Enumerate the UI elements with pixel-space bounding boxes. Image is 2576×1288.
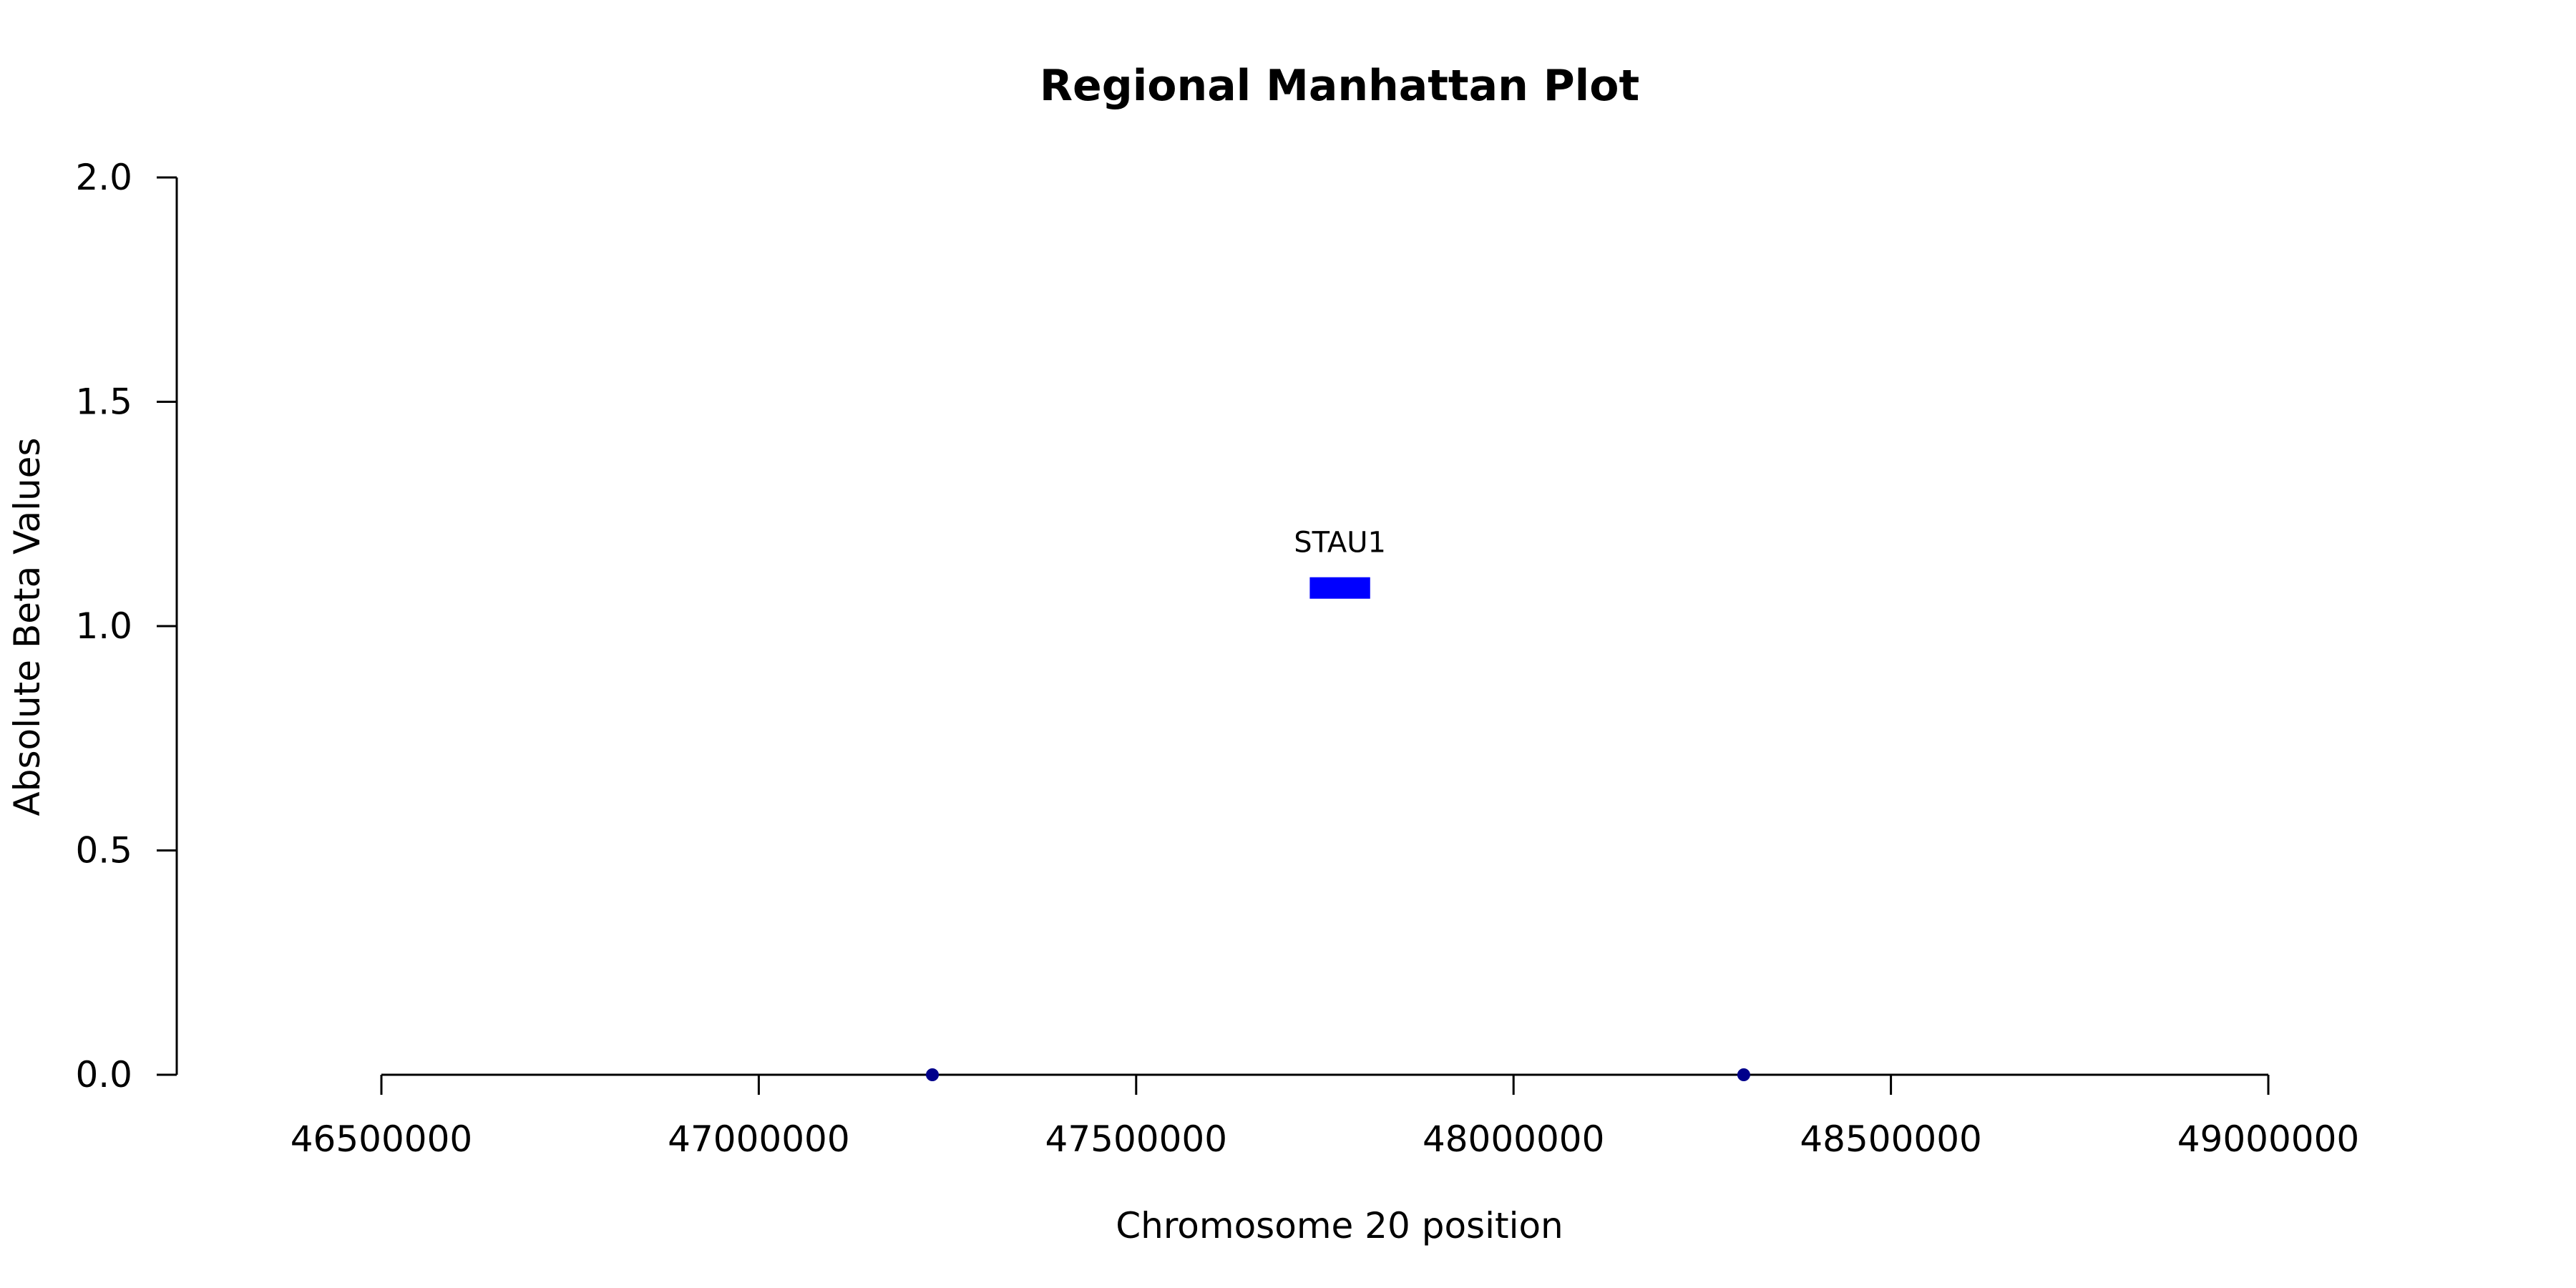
y-tick-label: 1.5 [75,381,132,423]
y-axis: 0.0 0.5 1.0 1.5 2.0 [75,157,178,1096]
y-axis-label: Absolute Beta Values [6,438,48,816]
y-tick-label: 0.5 [75,830,132,872]
chart-title: Regional Manhattan Plot [1040,61,1639,111]
x-axis: 46500000 47000000 47500000 48000000 48500000… [291,1073,2360,1160]
x-tick-label: 47500000 [1045,1118,1228,1160]
snp-point [1737,1068,1750,1081]
x-tick-label: 47000000 [668,1118,850,1160]
snp-points [926,1068,1750,1081]
y-tick-label: 2.0 [75,157,132,198]
x-tick-label: 48000000 [1423,1118,1605,1160]
x-tick-label: 48500000 [1800,1118,1982,1160]
y-tick-label: 0.0 [75,1054,132,1096]
gene-label: STAU1 [1294,527,1386,560]
snp-point [926,1068,940,1081]
y-tick-label: 1.0 [75,605,132,647]
gene-tracks: STAU1 [1294,527,1386,599]
x-tick-label: 46500000 [291,1118,473,1160]
x-axis-label: Chromosome 20 position [1116,1205,1563,1246]
gene-block [1309,577,1370,599]
x-tick-label: 49000000 [2177,1118,2360,1160]
